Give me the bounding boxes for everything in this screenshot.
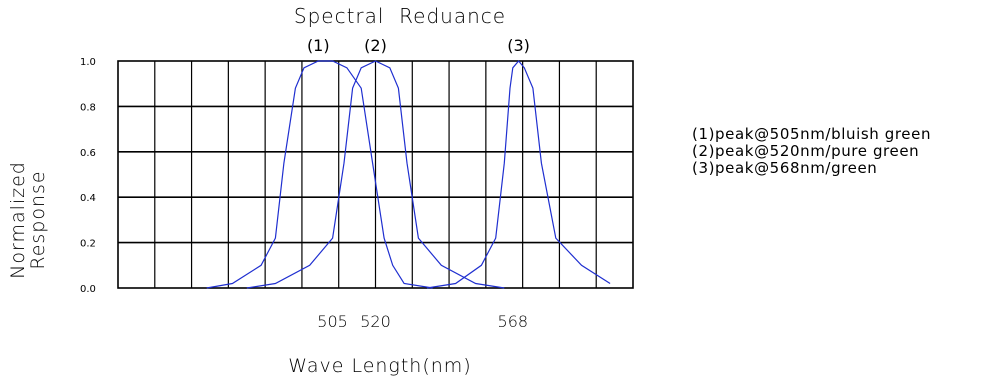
legend-item-1: (1)peak@505nm/bluish green [692, 125, 932, 143]
y-tick-label: 0.4 [80, 193, 96, 204]
peak-labels: (1) (2) (3) [307, 36, 530, 55]
peak-label-1: (1) [307, 36, 330, 55]
chart-title: Spectral Reduance [294, 4, 506, 28]
y-axis-label-line2: Response [27, 170, 49, 269]
x-tick-label: 520 [360, 312, 391, 331]
series-3-curve [426, 60, 611, 289]
legend-item-2: (2)peak@520nm/pure green [692, 142, 920, 160]
legend: (1)peak@505nm/bluish green (2)peak@520nm… [692, 126, 931, 177]
peak-label-3: (3) [507, 36, 530, 55]
curves [206, 60, 611, 289]
y-tick-label: 0.2 [80, 239, 96, 250]
y-tick-label: 0.8 [80, 102, 96, 113]
legend-item-3: (3)peak@568nm/green [692, 159, 878, 177]
x-tick-labels: 505 520 568 [317, 312, 528, 331]
x-tick-label: 505 [317, 312, 348, 331]
y-tick-labels: 0.0 0.2 0.4 0.6 0.8 1.0 [80, 57, 96, 295]
y-axis-label-line1: Normalized [7, 161, 29, 279]
series-1-curve [206, 60, 433, 289]
y-tick-label: 1.0 [80, 57, 96, 68]
peak-label-2: (2) [364, 36, 387, 55]
y-tick-label: 0.6 [80, 148, 96, 159]
grid [117, 60, 634, 289]
x-axis-label: Wave Length(nm) [288, 355, 471, 377]
x-tick-label: 568 [498, 312, 529, 331]
series-2-curve [246, 60, 505, 289]
y-tick-label: 0.0 [80, 284, 96, 295]
